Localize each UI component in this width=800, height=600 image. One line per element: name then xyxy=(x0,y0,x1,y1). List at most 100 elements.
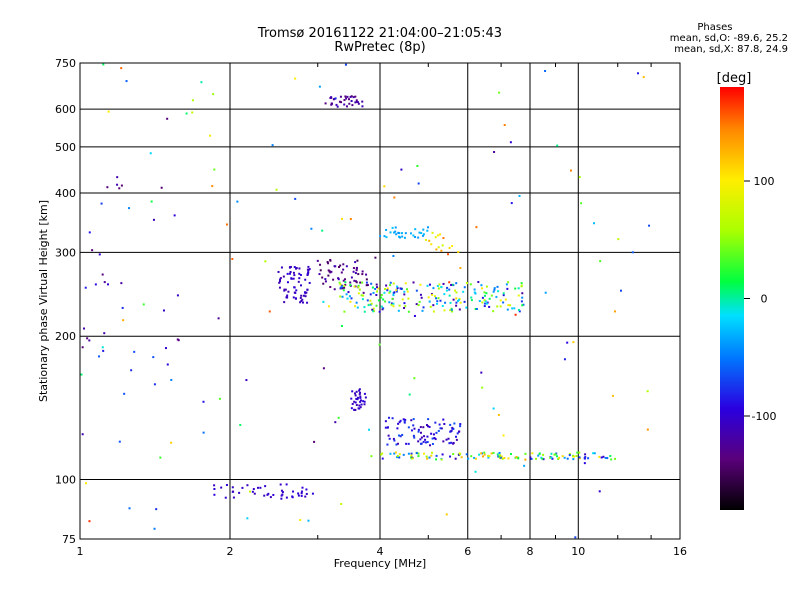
data-point xyxy=(435,297,438,300)
data-point xyxy=(322,300,325,303)
data-point xyxy=(383,291,386,294)
data-point xyxy=(363,400,366,403)
data-point xyxy=(576,451,579,454)
data-point xyxy=(427,296,430,299)
data-point xyxy=(359,281,362,284)
data-point xyxy=(410,429,413,432)
data-point xyxy=(419,431,422,434)
data-point xyxy=(359,396,362,399)
data-point xyxy=(513,307,516,310)
data-point xyxy=(396,442,399,445)
data-point xyxy=(271,144,274,147)
data-point xyxy=(454,457,457,460)
colorbar-unit: [deg] xyxy=(717,71,752,86)
data-point xyxy=(521,292,524,295)
data-point xyxy=(339,286,342,289)
data-point xyxy=(378,310,381,313)
data-point xyxy=(470,296,473,299)
data-point xyxy=(359,406,362,409)
data-point xyxy=(324,102,327,105)
data-point xyxy=(390,302,393,305)
data-point xyxy=(419,426,422,429)
data-point xyxy=(445,289,448,292)
data-point xyxy=(334,421,337,424)
data-point xyxy=(279,278,282,281)
data-point xyxy=(300,492,303,495)
data-point xyxy=(352,96,355,99)
data-point xyxy=(436,284,439,287)
data-point xyxy=(346,297,349,300)
data-point xyxy=(432,304,435,307)
data-point xyxy=(392,294,395,297)
data-point xyxy=(442,440,445,443)
data-point xyxy=(333,288,336,291)
data-point xyxy=(330,270,333,273)
data-point xyxy=(569,169,572,172)
data-point xyxy=(566,457,569,460)
data-point xyxy=(202,400,205,403)
data-point xyxy=(383,235,386,238)
data-point xyxy=(355,99,358,102)
data-point xyxy=(350,100,353,103)
data-point xyxy=(420,232,423,235)
data-point xyxy=(236,200,239,203)
data-point xyxy=(278,286,281,289)
data-point xyxy=(480,284,483,287)
data-point xyxy=(403,236,406,239)
data-point xyxy=(354,394,357,397)
data-point xyxy=(324,280,327,283)
data-point xyxy=(153,527,156,530)
data-point xyxy=(375,304,378,307)
data-point xyxy=(437,287,440,290)
data-point xyxy=(367,304,370,307)
data-point xyxy=(304,278,307,281)
data-point xyxy=(209,134,212,137)
data-point xyxy=(354,95,357,98)
y-tick-label: 750 xyxy=(55,57,76,70)
data-point xyxy=(428,425,431,428)
data-point xyxy=(304,292,307,295)
data-point xyxy=(422,233,425,236)
data-point xyxy=(394,451,397,454)
data-point xyxy=(355,269,358,272)
data-point xyxy=(535,457,538,460)
data-point xyxy=(439,233,442,236)
data-point xyxy=(295,289,298,292)
data-point xyxy=(231,486,234,489)
data-point xyxy=(397,309,400,312)
data-point xyxy=(631,251,634,254)
data-point xyxy=(518,310,521,313)
data-point xyxy=(290,277,293,280)
data-point xyxy=(176,294,179,297)
data-point xyxy=(343,284,346,287)
data-point xyxy=(363,392,366,395)
data-point xyxy=(404,418,407,421)
data-point xyxy=(286,281,289,284)
data-point xyxy=(381,452,384,455)
data-point xyxy=(646,428,649,431)
data-point xyxy=(444,301,447,304)
data-point xyxy=(401,433,404,436)
data-point xyxy=(116,183,119,186)
data-point xyxy=(306,273,309,276)
data-point xyxy=(424,438,427,441)
data-point xyxy=(374,287,377,290)
data-point xyxy=(120,282,123,285)
data-point xyxy=(106,186,109,189)
data-point xyxy=(160,186,163,189)
y-tick-label: 100 xyxy=(55,474,76,487)
data-point xyxy=(434,236,437,239)
data-point xyxy=(374,256,377,259)
data-point xyxy=(435,431,438,434)
data-point xyxy=(341,287,344,290)
data-point xyxy=(327,274,330,277)
data-point xyxy=(410,419,413,422)
data-point xyxy=(480,452,483,455)
data-point xyxy=(337,416,340,419)
data-point xyxy=(351,104,354,107)
data-point xyxy=(393,291,396,294)
data-point xyxy=(481,386,484,389)
data-point xyxy=(292,490,295,493)
data-point xyxy=(400,287,403,290)
data-point xyxy=(381,457,384,460)
